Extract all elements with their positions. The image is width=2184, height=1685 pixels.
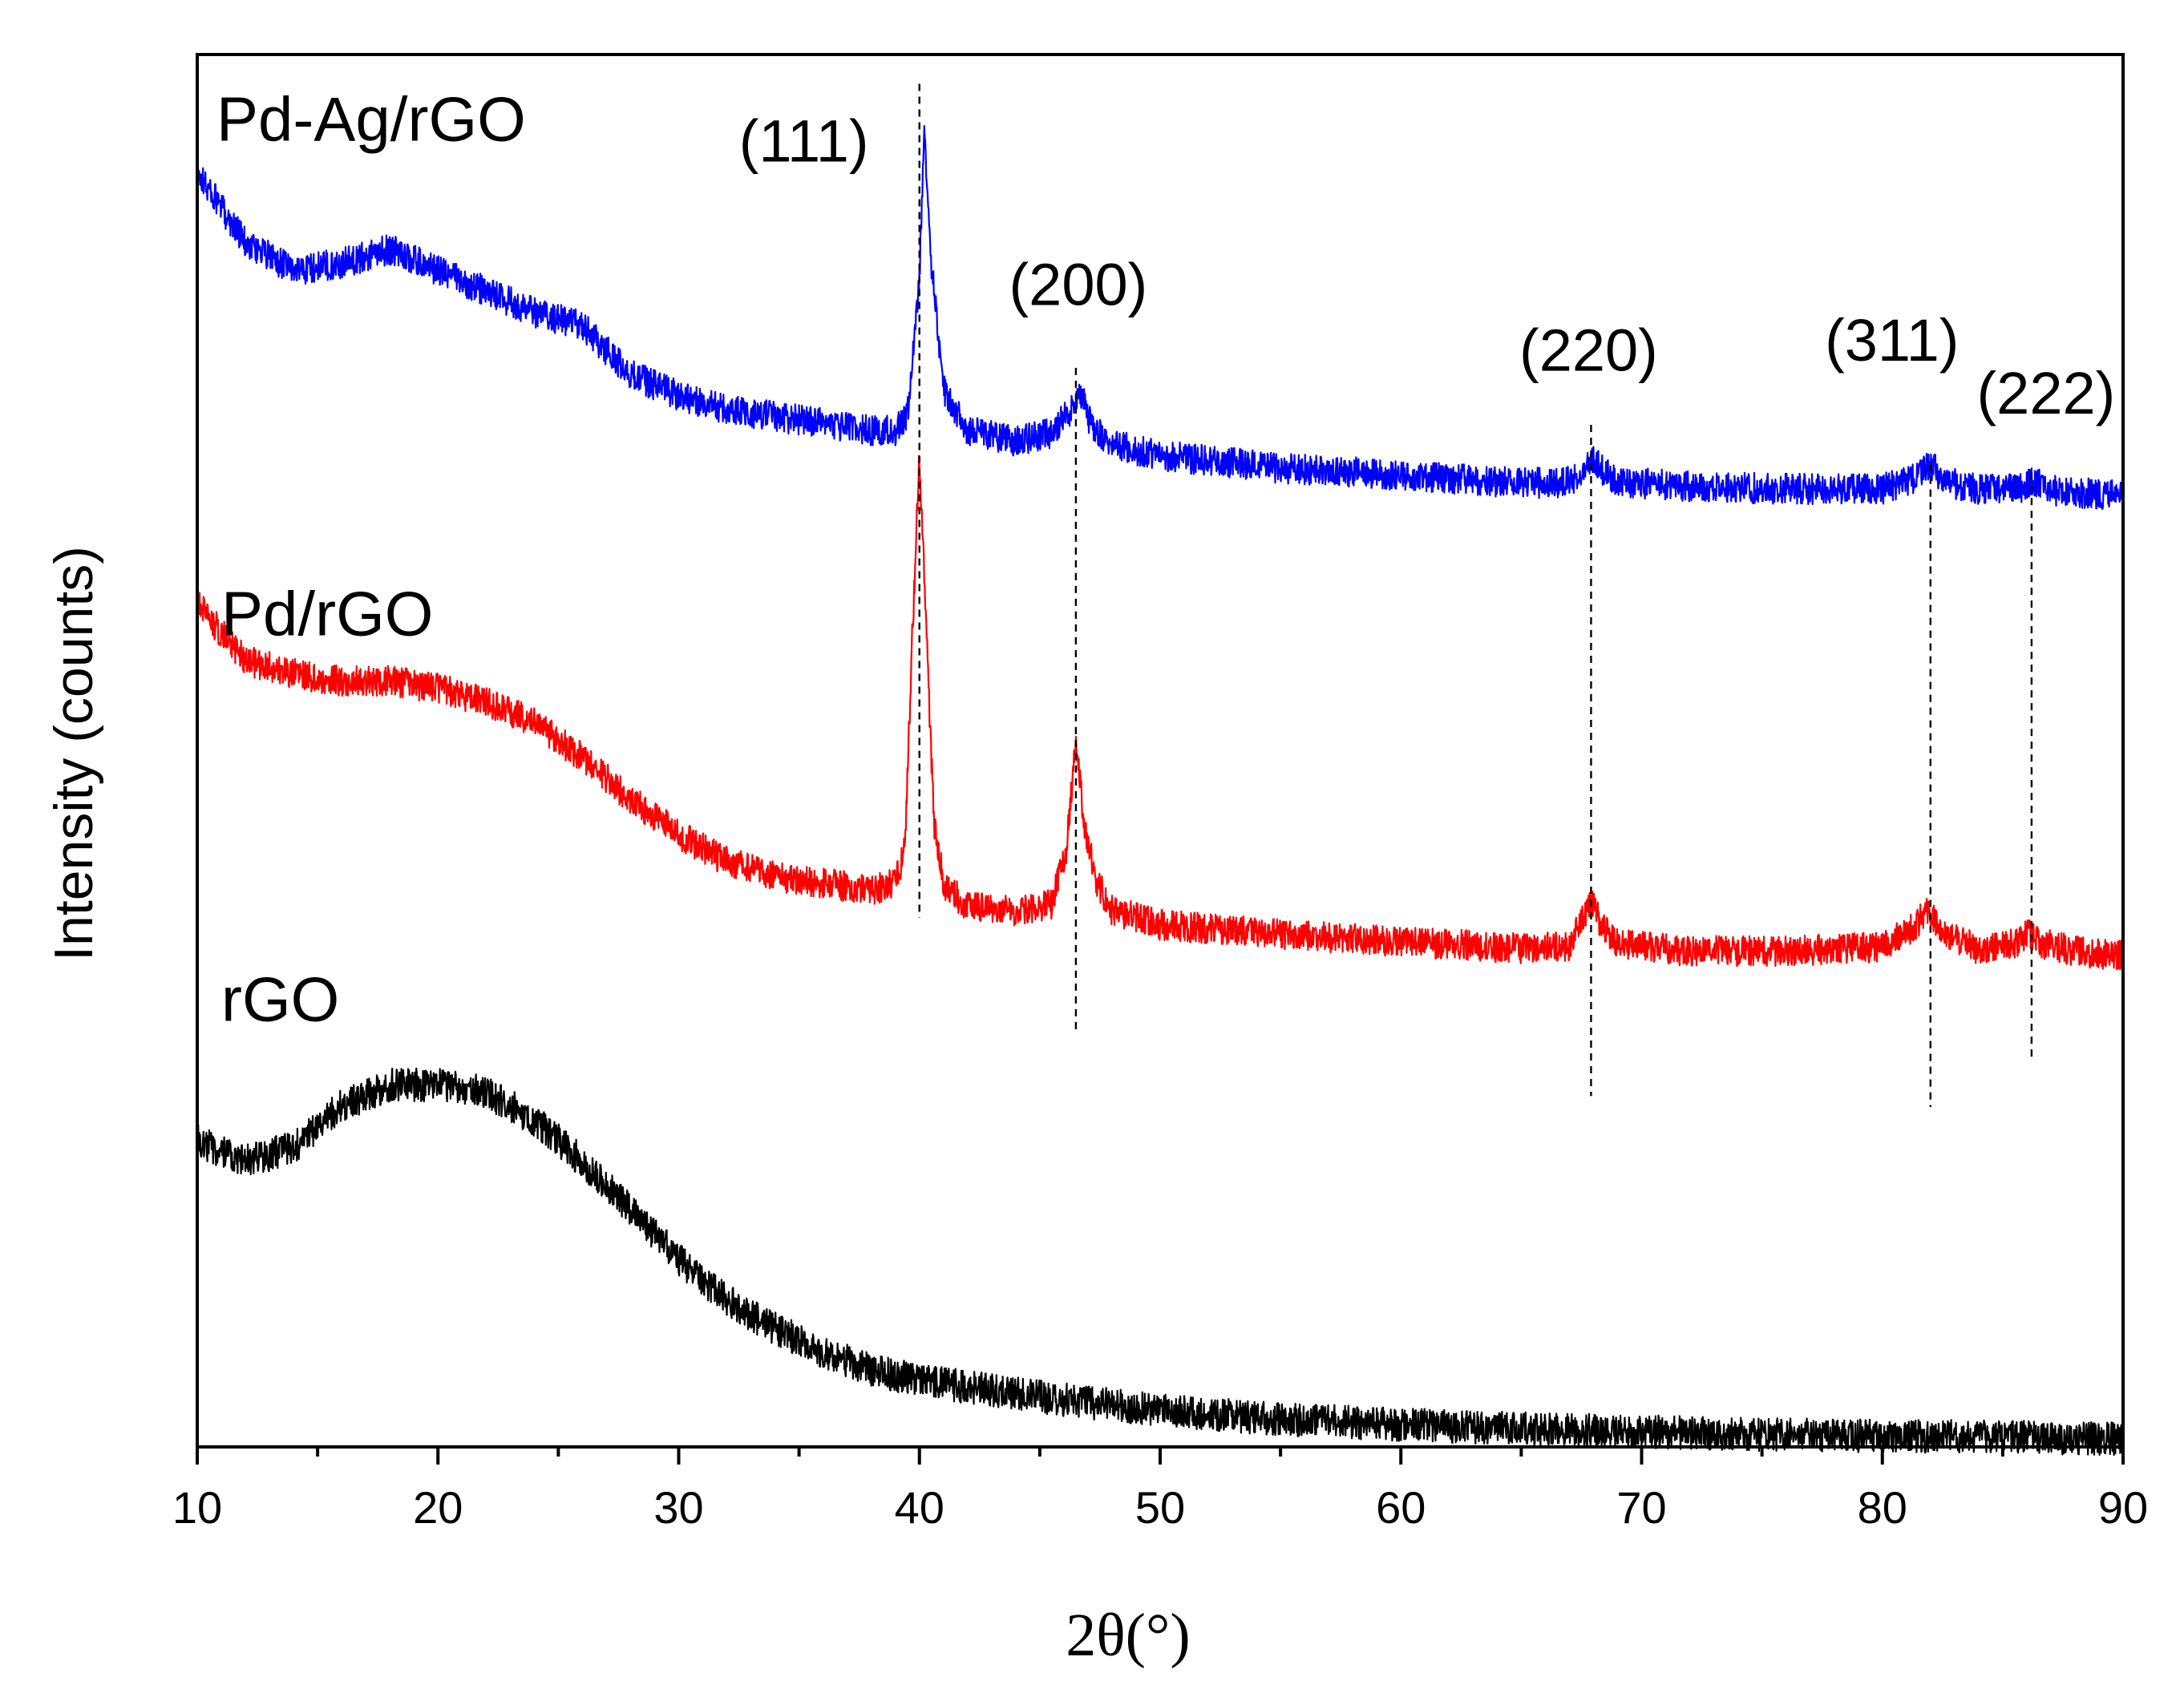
series-label-rgo: rGO [221, 964, 339, 1034]
x-tick-label: 80 [1858, 1482, 1907, 1533]
x-axis: 10 20 30 40 50 60 70 80 90 [172, 1447, 2148, 1533]
x-axis-title: 2θ(°) [1066, 1602, 1190, 1669]
peak-label-311: (311) [1825, 307, 1959, 374]
x-tick-label: 40 [895, 1482, 944, 1533]
x-tick-label: 60 [1376, 1482, 1426, 1533]
x-tick-label: 30 [653, 1482, 703, 1533]
peak-label-111: (111) [739, 108, 869, 175]
peak-label-220: (220) [1519, 317, 1658, 383]
series-line-pd-rgo [196, 455, 2125, 971]
series-line-rgo [196, 1067, 2125, 1457]
series-label-pd-rgo: Pd/rGO [221, 578, 433, 649]
x-tick-label: 70 [1616, 1482, 1666, 1533]
series-line-pd-ag-rgo [196, 125, 2125, 511]
plot-frame [196, 53, 2125, 1449]
x-tick-label: 90 [2098, 1482, 2148, 1533]
plot-border [196, 53, 2125, 1449]
x-tick-label: 50 [1135, 1482, 1185, 1533]
y-axis-title: Intensity (counts) [43, 546, 104, 961]
peak-label-222: (222) [1977, 360, 2116, 426]
series-label-pd-ag-rgo: Pd-Ag/rGO [216, 84, 526, 155]
reference-lines [918, 83, 2033, 1108]
labels: Pd-Ag/rGO Pd/rGO rGO (111) (200) (220) (311) (2… [216, 84, 2115, 1035]
x-tick-label: 20 [413, 1482, 463, 1533]
x-tick-label: 10 [172, 1482, 222, 1533]
peak-label-200: (200) [1009, 252, 1148, 318]
